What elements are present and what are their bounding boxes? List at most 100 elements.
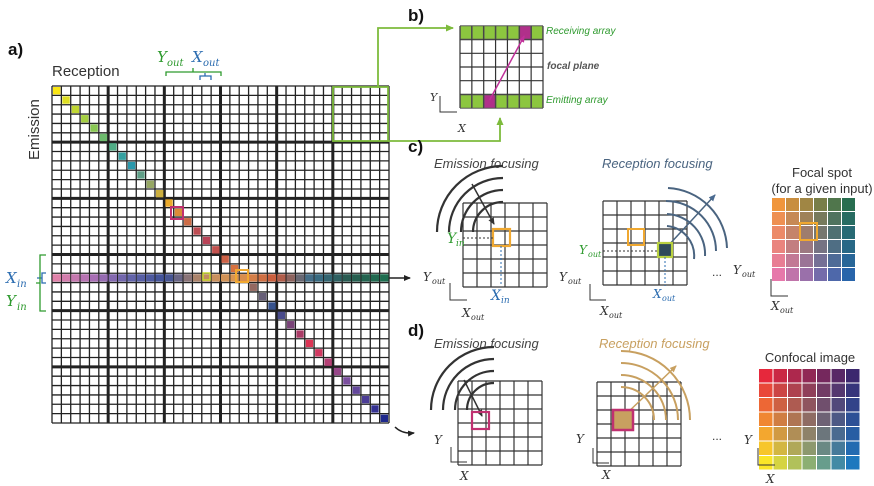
arrow-diag-to-d: [394, 426, 415, 437]
xin-bracket: [37, 272, 46, 284]
color-tile: [842, 254, 855, 267]
panel-label-a: a): [8, 40, 23, 59]
d-confocal-image: Confocal image: [765, 350, 855, 365]
yin-bracket: [36, 254, 46, 312]
emitting-element: [460, 94, 472, 109]
c-yout-green-label: Y out: [579, 243, 602, 259]
matrix-row-cell: [89, 274, 99, 282]
color-tile: [788, 441, 802, 455]
c-reception-axes: Y out X out: [559, 270, 623, 320]
svg-text:X: X: [652, 287, 662, 301]
d-emission-focus-box: [470, 410, 491, 431]
d-reception-axes: Y X: [576, 432, 611, 482]
svg-text:Y: Y: [423, 270, 432, 284]
matrix-diag-cell: [212, 246, 220, 254]
color-tile: [773, 383, 787, 397]
matrix-diag-cell: [165, 199, 173, 207]
panel-label-b: b): [408, 6, 424, 25]
emitting-element: [519, 94, 531, 109]
zoom-connector-bottom: [388, 117, 504, 142]
color-tile: [831, 383, 845, 397]
c-focal-spot-highlight: [799, 222, 818, 241]
receiving-element: [483, 25, 496, 40]
matrix-diag-cell: [361, 395, 370, 404]
matrix-diag-cell: [202, 236, 211, 245]
matrix-row-cell: [183, 274, 192, 282]
receiving-element: [460, 25, 472, 40]
color-tile: [828, 240, 841, 253]
color-tile: [828, 212, 841, 225]
matrix-row-cell: [380, 274, 389, 282]
color-tile: [831, 398, 845, 412]
d-emission-arcs: [429, 345, 495, 411]
c-focal-spot-line1: Focal spot: [792, 165, 852, 180]
c-reception-focusing: Reception focusing: [602, 156, 713, 171]
matrix-row-cell: [108, 274, 118, 282]
color-tile: [773, 369, 787, 383]
focal-plane-label: focal plane: [547, 61, 600, 72]
matrix-diag-cell: [258, 292, 267, 301]
c-focal-spot-grid: [772, 198, 855, 281]
c-focal-spot-axes: Y out X out: [733, 263, 794, 315]
color-tile: [842, 240, 855, 253]
d-confocal-axes: Y X: [744, 433, 775, 486]
svg-text:X: X: [601, 468, 611, 482]
svg-text:X: X: [490, 288, 502, 304]
color-tile: [814, 198, 827, 211]
zoom-connector-top: [377, 24, 454, 88]
matrix-diag-cell: [315, 349, 323, 357]
matrix-row-cell: [249, 274, 258, 282]
color-tile: [831, 427, 845, 441]
c-emission-arcs: [435, 164, 504, 233]
matrix-row-cell: [118, 274, 127, 282]
svg-text:out: out: [432, 277, 446, 286]
color-tile: [788, 412, 802, 426]
color-tile: [773, 412, 787, 426]
xout-bracket: [199, 73, 212, 80]
color-tile: [831, 412, 845, 426]
color-tile: [772, 212, 785, 225]
matrix-zoom-box: [332, 86, 389, 142]
matrix-row-cell: [239, 274, 249, 282]
panel-label-c: c): [408, 137, 423, 156]
matrix-diag-cell: [90, 124, 98, 132]
matrix-diag-cell: [296, 330, 304, 338]
svg-text:out: out: [568, 277, 582, 286]
matrix-diag-cell: [380, 414, 388, 422]
color-tile: [828, 198, 841, 211]
svg-text:X: X: [457, 122, 467, 135]
receiving-element: [472, 25, 484, 40]
color-tile: [788, 398, 802, 412]
color-tile: [773, 398, 787, 412]
matrix-row-cell: [52, 274, 61, 282]
d-emission-focusing: Emission focusing: [434, 336, 540, 351]
color-tile: [828, 268, 841, 281]
svg-text:out: out: [203, 58, 220, 69]
emitting-element: [507, 94, 520, 109]
panel-b-grid: [459, 25, 544, 109]
svg-text:in: in: [456, 239, 465, 249]
matrix-highlight-small-green: [202, 272, 211, 281]
matrix-row-cell: [211, 274, 220, 282]
matrix-row-cell: [80, 274, 89, 282]
matrix-row-cell: [192, 274, 202, 282]
matrix-diag-cell: [277, 311, 286, 320]
color-tile: [802, 412, 816, 426]
matrix-diag-cell: [352, 386, 360, 394]
svg-text:X: X: [765, 472, 775, 486]
matrix-highlight-orange: [235, 269, 249, 283]
reception-label: Reception: [52, 63, 120, 80]
svg-text:Y: Y: [434, 433, 443, 447]
d-confocal-grid: [759, 369, 860, 470]
svg-text:Y: Y: [430, 91, 439, 104]
svg-text:Y: Y: [733, 263, 742, 277]
color-tile: [786, 240, 799, 253]
color-tile: [814, 226, 827, 239]
c-reception-focus-box: [656, 241, 674, 259]
svg-text:out: out: [742, 270, 756, 279]
svg-text:in: in: [17, 279, 27, 290]
matrix-diag-cell: [155, 189, 164, 198]
color-tile: [772, 226, 785, 239]
color-tile: [788, 383, 802, 397]
